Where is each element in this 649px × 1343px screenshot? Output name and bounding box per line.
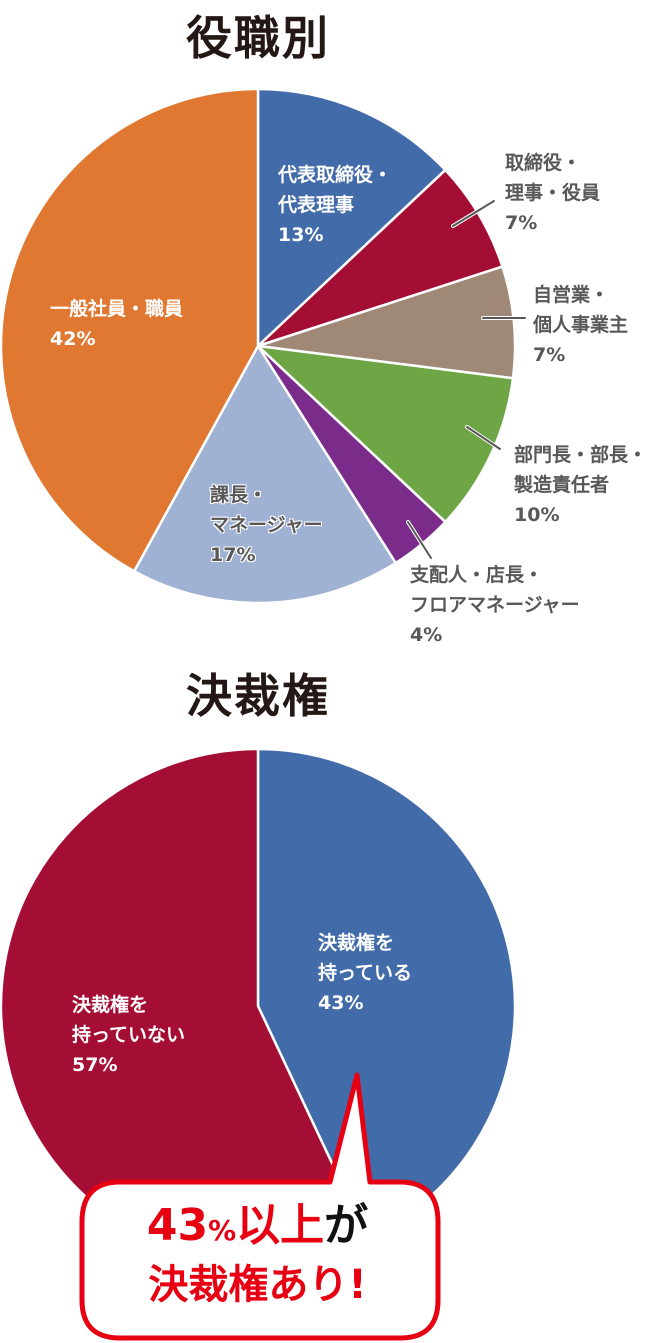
callout-subline: 決裁権あり! <box>148 1262 367 1308</box>
label-line: 代表理事 <box>278 194 355 216</box>
label-percent: 13% <box>278 224 324 246</box>
label-line: マネージャー <box>210 514 323 536</box>
label-percent: 10% <box>514 504 560 526</box>
leader-line-director <box>452 200 495 227</box>
label-line: 代表取締役・ <box>278 164 393 186</box>
pie-slice <box>0 87 260 573</box>
label-line: 決裁権を <box>72 994 149 1016</box>
slice-label-director: 取締役・ 理事・役員 7% <box>505 148 600 238</box>
chart2-title: 決裁権 <box>186 669 330 723</box>
callout-headline: 43%以上が <box>80 1198 435 1259</box>
callout-particle: が <box>324 1200 369 1251</box>
leader-line-manager-store <box>407 521 432 559</box>
label-line: 個人事業主 <box>533 314 629 336</box>
label-line: 部門長・部長・ <box>514 444 648 466</box>
label-line: 持っていない <box>72 1024 186 1046</box>
callout-number: 43 <box>146 1200 209 1251</box>
position-pie-chart <box>0 87 527 605</box>
label-line: 決裁権を <box>318 932 395 954</box>
label-percent: 7% <box>533 344 566 366</box>
label-line: 一般社員・職員 <box>50 298 184 320</box>
pie-slice <box>256 747 517 1240</box>
slice-label-section: 課長・ マネージャー 17% <box>210 480 323 570</box>
leader-line-depthead <box>466 426 501 450</box>
slice-label-manager-store: 支配人・店長・ フロアマネージャー 4% <box>410 560 580 650</box>
pie-slice <box>256 344 515 524</box>
slice-label-depthead: 部門長・部長・ 製造責任者 10% <box>514 440 647 530</box>
label-percent: 57% <box>72 1054 118 1076</box>
label-percent: 17% <box>210 544 256 566</box>
label-line: フロアマネージャー <box>410 594 580 616</box>
decision-authority-pie-chart <box>0 747 517 1341</box>
callout-percent-sign: % <box>208 1214 237 1247</box>
label-line: 自営業・ <box>533 284 610 306</box>
label-line: 持っている <box>318 962 413 984</box>
label-line: 課長・ <box>210 484 268 506</box>
pie-slice <box>256 265 517 380</box>
label-percent: 7% <box>505 212 538 234</box>
slice-label-ceo: 代表取締役・ 代表理事 13% <box>278 160 392 250</box>
slice-label-no-authority: 決裁権を 持っていない 57% <box>72 990 185 1080</box>
slice-label-staff: 一般社員・職員 42% <box>50 294 183 354</box>
label-line: 取締役・ <box>505 152 582 174</box>
label-percent: 43% <box>318 992 364 1014</box>
chart1-title: 役職別 <box>186 11 330 65</box>
label-line: 製造責任者 <box>514 474 610 496</box>
slice-label-has-authority: 決裁権を 持っている 43% <box>318 928 412 1018</box>
label-line: 理事・役員 <box>505 182 601 204</box>
label-percent: 42% <box>50 328 96 350</box>
pie-slice <box>132 344 397 605</box>
callout-bubble <box>79 1072 441 1341</box>
pie-slice <box>256 87 447 348</box>
callout-text: 以上 <box>236 1200 325 1251</box>
slice-label-selfemployed: 自営業・ 個人事業主 7% <box>533 280 628 370</box>
label-line: 支配人・店長・ <box>410 564 544 586</box>
label-percent: 4% <box>410 624 443 646</box>
pie-slice <box>256 168 504 348</box>
